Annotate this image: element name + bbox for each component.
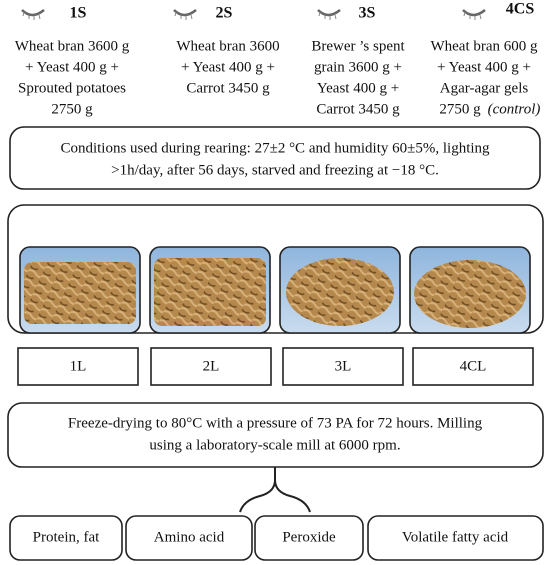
sample-box	[150, 347, 272, 386]
diet-label: 4CS	[506, 1, 535, 18]
diet-text: + Yeast 400 g +	[437, 59, 531, 75]
process-text: Freeze-drying to 80°C with a pressure of…	[68, 415, 483, 431]
diet: 3S Brewer ’s spent grain 3600 g + Yeast …	[311, 5, 405, 118]
analysis-label: Volatile fatty acid	[402, 529, 509, 545]
diet: 2S Wheat bran 3600 + Yeast 400 g + Carro…	[172, 5, 280, 96]
diet-text: + Yeast 400 g +	[25, 59, 119, 75]
sample-label: 2L	[203, 358, 220, 374]
sample-box	[17, 347, 139, 386]
brace	[239, 467, 311, 513]
diet-label: 2S	[216, 5, 233, 22]
analysis-label: Protein, fat	[33, 529, 100, 545]
sample-box	[412, 347, 534, 386]
diet-text: 2750 g	[439, 101, 481, 117]
analysis-box	[125, 515, 253, 561]
diet-text: Wheat bran 3600	[176, 38, 279, 54]
diet-text: + Yeast 400 g +	[181, 59, 275, 75]
diet-text: Agar-agar gels	[440, 80, 529, 96]
sample-label: 3L	[335, 358, 352, 374]
diet-label: 1S	[70, 5, 87, 22]
analysis-label: Amino acid	[154, 529, 225, 545]
analysis-box	[254, 515, 364, 561]
process-box	[7, 402, 544, 468]
photos	[19, 246, 531, 334]
diet-text: grain 3600 g +	[314, 59, 402, 75]
diet-text: Wheat bran 600 g	[430, 38, 538, 54]
sample-label: 4CL	[460, 358, 487, 374]
diet-text: Yeast 400 g +	[317, 80, 399, 96]
photo-larvae	[286, 258, 394, 326]
analysis-box	[367, 515, 544, 561]
analysis-box	[9, 515, 123, 561]
diet-text: 2750 g	[51, 101, 93, 117]
diet-text: Brewer ’s spent	[311, 38, 405, 54]
diet: 4CS Wheat bran 600 g + Yeast 400 g + Aga…	[430, 1, 540, 118]
diet-text: Carrot 3450 g	[316, 101, 400, 117]
photo-larvae	[414, 260, 526, 328]
conditions-text: Conditions used during rearing: 27±2 °C …	[60, 140, 490, 156]
diet-text: Wheat bran 3600 g	[15, 38, 130, 54]
sample-box	[282, 347, 404, 386]
diet-text: Carrot 3450 g	[186, 80, 270, 96]
conditions-box	[9, 126, 541, 190]
sample-label: 1L	[70, 358, 87, 374]
process-text: using a laboratory-scale mill at 6000 rp…	[149, 437, 400, 453]
diet-note: (control)	[488, 101, 541, 117]
diet-label: 3S	[359, 5, 376, 22]
analysis-label: Peroxide	[282, 529, 336, 545]
conditions-text: >1h/day, after 56 days, starved and free…	[111, 162, 439, 178]
diet-text: Sprouted potatoes	[18, 80, 126, 96]
photo-larvae	[154, 258, 266, 326]
photo-larvae	[24, 262, 136, 324]
diet: 1S Wheat bran 3600 g + Yeast 400 g + Spr…	[15, 5, 130, 118]
